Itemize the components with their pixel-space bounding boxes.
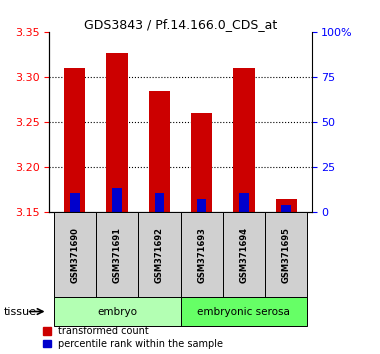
Bar <box>233 68 255 212</box>
Text: embryo: embryo <box>97 307 137 316</box>
Text: GSM371695: GSM371695 <box>282 227 291 283</box>
Bar <box>70 193 79 212</box>
Text: GSM371691: GSM371691 <box>112 227 122 283</box>
Bar <box>112 188 122 212</box>
FancyBboxPatch shape <box>180 212 223 297</box>
FancyBboxPatch shape <box>180 297 307 326</box>
Bar <box>197 199 206 212</box>
Bar <box>282 205 291 212</box>
FancyBboxPatch shape <box>54 297 180 326</box>
Text: GSM371693: GSM371693 <box>197 227 206 283</box>
FancyBboxPatch shape <box>54 212 96 297</box>
Bar <box>106 53 128 212</box>
Bar <box>276 199 297 212</box>
Title: GDS3843 / Pf.14.166.0_CDS_at: GDS3843 / Pf.14.166.0_CDS_at <box>84 18 277 31</box>
Text: GSM371694: GSM371694 <box>239 227 249 283</box>
Text: GSM371692: GSM371692 <box>155 227 164 283</box>
Text: tissue: tissue <box>4 307 37 316</box>
Legend: transformed count, percentile rank within the sample: transformed count, percentile rank withi… <box>43 326 223 349</box>
FancyBboxPatch shape <box>265 212 307 297</box>
FancyBboxPatch shape <box>96 212 138 297</box>
Bar <box>155 193 164 212</box>
FancyBboxPatch shape <box>138 212 180 297</box>
FancyBboxPatch shape <box>223 212 265 297</box>
Text: GSM371690: GSM371690 <box>70 227 79 283</box>
Text: embryonic serosa: embryonic serosa <box>198 307 290 316</box>
Bar <box>239 193 249 212</box>
Bar <box>64 68 86 212</box>
Bar <box>149 91 170 212</box>
Bar <box>191 113 212 212</box>
